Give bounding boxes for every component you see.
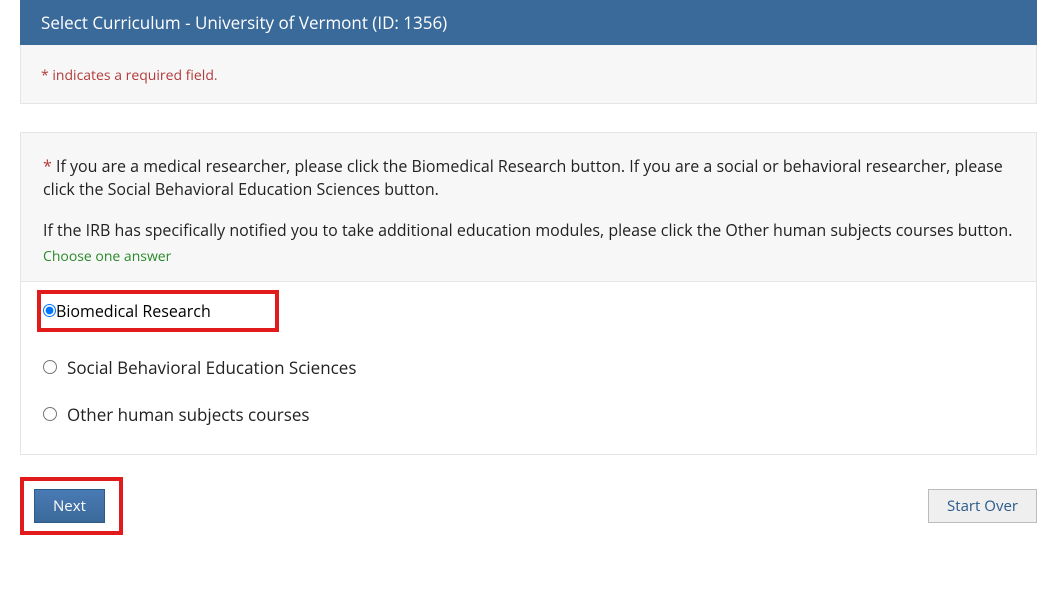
- next-button[interactable]: Next: [34, 489, 105, 523]
- panel-title: Select Curriculum - University of Vermon…: [41, 11, 447, 34]
- required-field-notice: * indicates a required field.: [20, 45, 1037, 104]
- buttons-row: Next Start Over: [20, 477, 1037, 535]
- question-paragraph-2: If the IRB has specifically notified you…: [43, 219, 1014, 242]
- panel-header: Select Curriculum - University of Vermon…: [20, 0, 1037, 45]
- next-button-highlight: Next: [20, 477, 123, 535]
- option-label-biomedical[interactable]: Biomedical Research: [56, 300, 211, 322]
- option-label-social-behavioral[interactable]: Social Behavioral Education Sciences: [67, 356, 356, 379]
- option-row: Social Behavioral Education Sciences: [43, 356, 1014, 379]
- required-asterisk: *: [43, 155, 52, 177]
- option-label-other[interactable]: Other human subjects courses: [67, 403, 309, 426]
- radio-biomedical-research[interactable]: [43, 304, 56, 317]
- question-panel: * If you are a medical researcher, pleas…: [20, 132, 1037, 455]
- option-row: Other human subjects courses: [43, 403, 1014, 426]
- question-paragraph-1: If you are a medical researcher, please …: [43, 155, 1003, 200]
- choose-one-hint: Choose one answer: [43, 247, 1014, 267]
- radio-other-courses[interactable]: [43, 407, 57, 421]
- start-over-button[interactable]: Start Over: [928, 489, 1037, 523]
- option-row-highlighted: Biomedical Research: [37, 290, 279, 332]
- options-block: Biomedical Research Social Behavioral Ed…: [21, 282, 1036, 454]
- question-text-block: * If you are a medical researcher, pleas…: [21, 133, 1036, 282]
- required-note-text: * indicates a required field.: [41, 66, 218, 85]
- radio-social-behavioral[interactable]: [43, 360, 57, 374]
